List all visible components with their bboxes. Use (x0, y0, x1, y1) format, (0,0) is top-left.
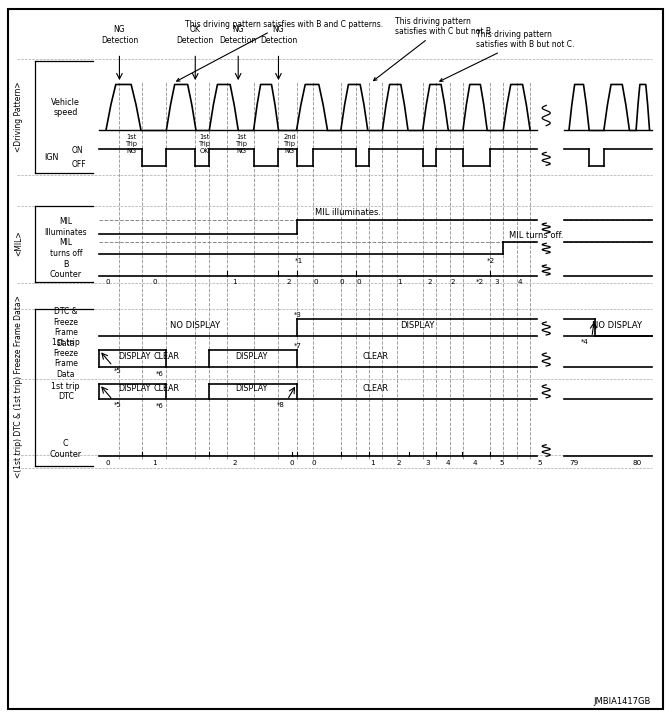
Text: CLEAR: CLEAR (363, 352, 389, 361)
Text: 1: 1 (397, 279, 401, 285)
Text: 1st
Trip
NG: 1st Trip NG (125, 134, 138, 154)
Text: 0: 0 (312, 460, 316, 466)
Text: B
Counter: B Counter (50, 260, 82, 279)
Text: 2nd
Trip
NG: 2nd Trip NG (283, 134, 297, 154)
Text: C
Counter: C Counter (50, 440, 82, 458)
Text: 1st
Trip
NG: 1st Trip NG (236, 134, 248, 154)
Text: <MIL>: <MIL> (14, 230, 23, 256)
Text: 2: 2 (233, 460, 237, 466)
Text: 0: 0 (152, 279, 156, 285)
Text: *5: *5 (114, 368, 122, 374)
Text: DISPLAY: DISPLAY (236, 384, 268, 393)
Text: DISPLAY: DISPLAY (400, 321, 435, 330)
Text: This driving pattern satisfies with B and C patterns.: This driving pattern satisfies with B an… (176, 20, 382, 81)
Text: JMBIA1417GB: JMBIA1417GB (593, 697, 651, 706)
Text: *7: *7 (294, 343, 302, 349)
Text: DISPLAY: DISPLAY (118, 384, 150, 393)
Text: 0: 0 (290, 460, 294, 466)
Text: 79: 79 (569, 460, 578, 466)
Text: CLEAR: CLEAR (154, 352, 179, 361)
Text: NO DISPLAY: NO DISPLAY (592, 321, 642, 330)
Text: This driving pattern
satisfies with C but not B.: This driving pattern satisfies with C bu… (374, 17, 493, 81)
Text: This driving pattern
satisfies with B but not C.: This driving pattern satisfies with B bu… (440, 30, 575, 82)
Text: NG
Detection: NG Detection (101, 25, 138, 45)
Text: *8: *8 (276, 402, 285, 408)
Text: 0: 0 (105, 279, 109, 285)
Text: *5: *5 (114, 402, 122, 408)
Text: OK
Detection: OK Detection (176, 25, 214, 45)
Text: NG
Detection: NG Detection (260, 25, 297, 45)
Text: CLEAR: CLEAR (363, 384, 389, 393)
Text: 1st trip
Freeze
Frame
Data: 1st trip Freeze Frame Data (52, 339, 80, 378)
Text: OFF: OFF (71, 160, 86, 170)
Text: DISPLAY: DISPLAY (236, 352, 268, 361)
Text: 1st
Trip
OK: 1st Trip OK (199, 134, 211, 154)
Text: *1: *1 (295, 258, 303, 264)
Text: 2: 2 (287, 279, 291, 285)
Text: 4: 4 (446, 460, 450, 466)
Text: ON: ON (71, 146, 83, 155)
Text: 2: 2 (397, 460, 401, 466)
Text: <(1st trip) DTC & (1st trip) Freeze Frame Data>: <(1st trip) DTC & (1st trip) Freeze Fram… (14, 295, 23, 479)
Text: *6: *6 (156, 371, 164, 377)
Text: *4: *4 (580, 339, 588, 345)
Text: MIL turns off.: MIL turns off. (509, 231, 563, 240)
Text: 5: 5 (538, 460, 542, 466)
Text: 4: 4 (473, 460, 477, 466)
Text: 3: 3 (495, 279, 499, 285)
Text: Vehicle
speed: Vehicle speed (51, 97, 81, 117)
Text: *2: *2 (476, 279, 484, 285)
Text: 80: 80 (633, 460, 642, 466)
Text: 2: 2 (427, 279, 431, 285)
Text: DISPLAY: DISPLAY (118, 352, 150, 361)
Text: 0: 0 (313, 279, 317, 285)
Text: 1st trip
DTC: 1st trip DTC (52, 382, 80, 401)
Text: NG
Detection: NG Detection (219, 25, 257, 45)
Text: 5: 5 (500, 460, 504, 466)
Text: NO DISPLAY: NO DISPLAY (170, 321, 219, 330)
Text: 0: 0 (357, 279, 361, 285)
Text: 4: 4 (518, 279, 522, 285)
Text: 1: 1 (370, 460, 374, 466)
Text: *2: *2 (487, 258, 495, 264)
Text: 0: 0 (105, 460, 109, 466)
Text: DTC &
Freeze
Frame
Data: DTC & Freeze Frame Data (53, 308, 79, 347)
Text: *6: *6 (156, 403, 164, 409)
Text: 3: 3 (426, 460, 430, 466)
Text: IGN: IGN (45, 153, 59, 162)
Text: CLEAR: CLEAR (154, 384, 179, 393)
Text: 0: 0 (340, 279, 344, 285)
Text: 1: 1 (152, 460, 156, 466)
Text: 1: 1 (233, 279, 237, 285)
Text: *3: *3 (294, 312, 302, 318)
Text: 2: 2 (451, 279, 455, 285)
Text: MIL illuminates.: MIL illuminates. (315, 209, 381, 217)
Text: MIL
turns off: MIL turns off (50, 238, 82, 258)
Text: MIL
Illuminates: MIL Illuminates (44, 217, 87, 237)
Text: <Driving Pattern>: <Driving Pattern> (14, 82, 23, 152)
